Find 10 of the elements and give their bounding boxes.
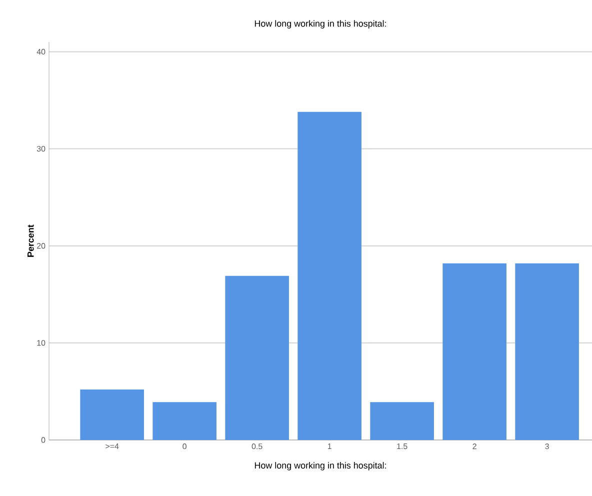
bar xyxy=(442,263,506,440)
x-axis-title: How long working in this hospital: xyxy=(254,462,386,470)
y-axis-title: Percent xyxy=(28,224,34,257)
bar xyxy=(515,263,579,440)
bar xyxy=(225,276,289,440)
bar xyxy=(370,402,434,440)
bar xyxy=(80,390,144,440)
chart-title: How long working in this hospital: xyxy=(254,20,386,28)
bar xyxy=(298,112,362,440)
bar xyxy=(152,402,216,440)
